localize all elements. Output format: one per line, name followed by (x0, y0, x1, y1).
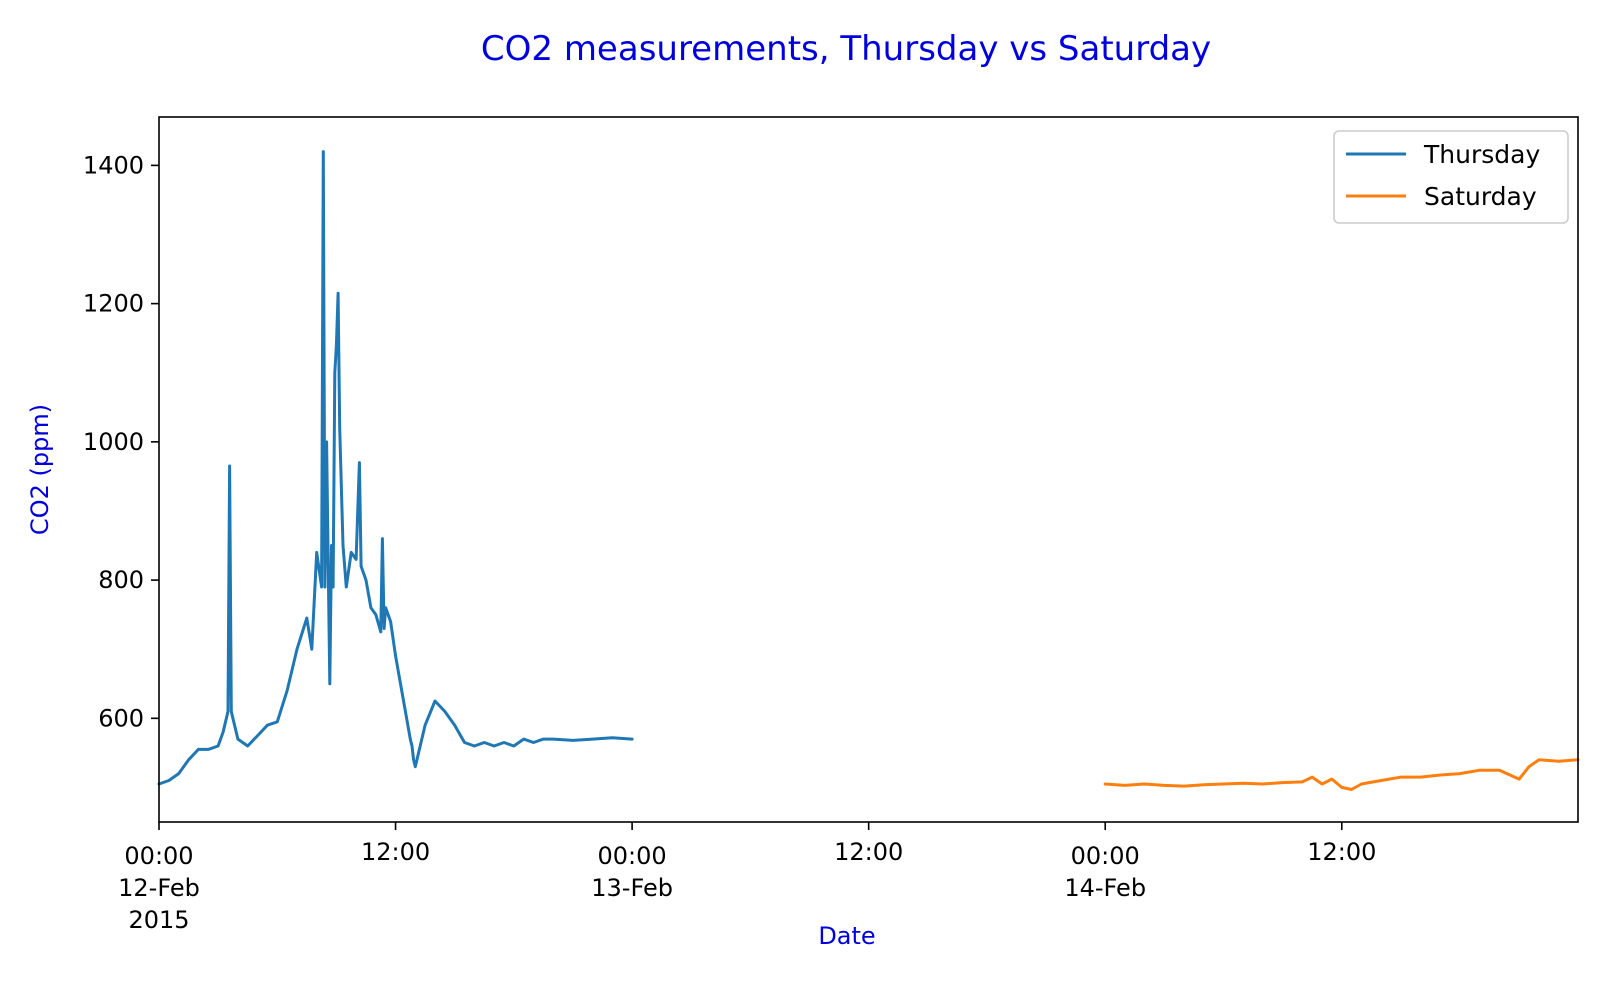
x-tick-label: 12-Feb (118, 874, 200, 902)
x-tick-label: 12:00 (361, 838, 430, 866)
y-tick-label: 1400 (83, 151, 144, 179)
series-line-saturday (1103, 758, 1580, 791)
x-tick-label: 2015 (128, 906, 189, 934)
x-axis: 00:00 12-Feb 2015 12:00 00:00 13-Feb 12:00 00:0… (118, 822, 1376, 934)
x-tick-label: 00:00 (1071, 842, 1140, 870)
y-axis: 600 800 1000 1200 1400 (83, 151, 159, 732)
y-tick-label: 1200 (83, 290, 144, 318)
plot-area (157, 150, 1580, 791)
y-axis-label: CO2 (ppm) (26, 404, 54, 535)
x-tick-label: 13-Feb (591, 874, 673, 902)
x-tick-label: 14-Feb (1064, 874, 1146, 902)
x-tick-label: 12:00 (834, 838, 903, 866)
y-tick-label: 800 (98, 566, 144, 594)
y-tick-label: 600 (98, 704, 144, 732)
legend-label-saturday: Saturday (1424, 182, 1537, 211)
x-tick-label: 00:00 (598, 842, 667, 870)
series-line-thursday (157, 150, 634, 786)
x-tick-label: 00:00 (124, 842, 193, 870)
legend: Thursday Saturday (1333, 130, 1569, 224)
legend-label-thursday: Thursday (1423, 140, 1540, 169)
y-tick-label: 1000 (83, 428, 144, 456)
x-tick-label: 12:00 (1307, 838, 1376, 866)
x-axis-label: Date (818, 922, 875, 950)
chart-title: CO2 measurements, Thursday vs Saturday (481, 29, 1211, 69)
